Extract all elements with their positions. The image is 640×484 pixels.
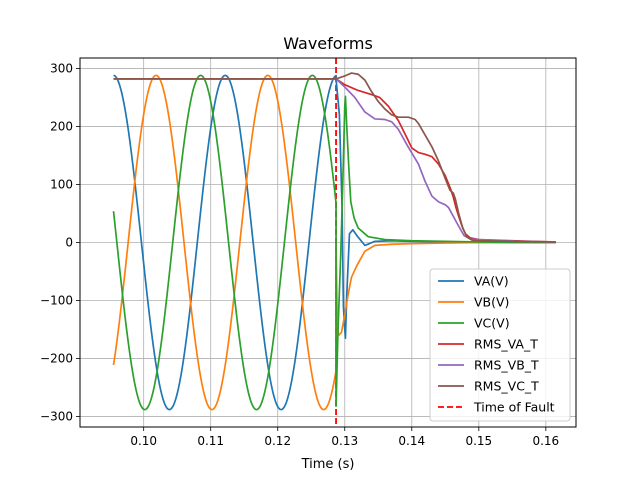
x-tick-label: 0.12 — [264, 434, 291, 448]
x-tick-label: 0.15 — [465, 434, 492, 448]
y-tick-label: 0 — [65, 236, 73, 250]
x-tick-label: 0.11 — [197, 434, 224, 448]
x-tick-label: 0.13 — [331, 434, 358, 448]
series-layer — [112, 72, 556, 411]
series-line-2 — [112, 74, 556, 411]
y-tick-label: 200 — [50, 119, 73, 133]
series-line-0 — [113, 74, 556, 411]
legend-label: RMS_VB_T — [474, 358, 539, 373]
y-tick-label: −300 — [40, 410, 73, 424]
legend-label: VC(V) — [474, 316, 510, 331]
legend-label: Time of Fault — [473, 400, 555, 415]
y-tick-label: 100 — [50, 177, 73, 191]
y-tick-label: −100 — [40, 294, 73, 308]
legend-label: VA(V) — [474, 274, 509, 289]
legend-box — [429, 268, 571, 422]
ticks: 0.10 0.11 0.12 0.13 0.14 0.15 0.16 −300 −200 −100… — [40, 61, 559, 448]
x-tick-label: 0.14 — [398, 434, 425, 448]
series-line-5 — [113, 72, 556, 243]
y-tick-label: 300 — [50, 61, 73, 75]
chart-title: Waveforms — [283, 34, 373, 53]
y-tick-label: −200 — [40, 352, 73, 366]
x-tick-label: 0.10 — [130, 434, 157, 448]
legend: VA(V) VB(V) VC(V) RMS_VA_T RMS_VB_T RMS_VC_T T… — [429, 268, 571, 422]
legend-label: VB(V) — [474, 295, 509, 310]
legend-label: RMS_VC_T — [474, 379, 539, 394]
legend-label: RMS_VA_T — [474, 337, 538, 352]
x-tick-label: 0.16 — [532, 434, 559, 448]
x-axis-label: Time (s) — [301, 457, 355, 472]
